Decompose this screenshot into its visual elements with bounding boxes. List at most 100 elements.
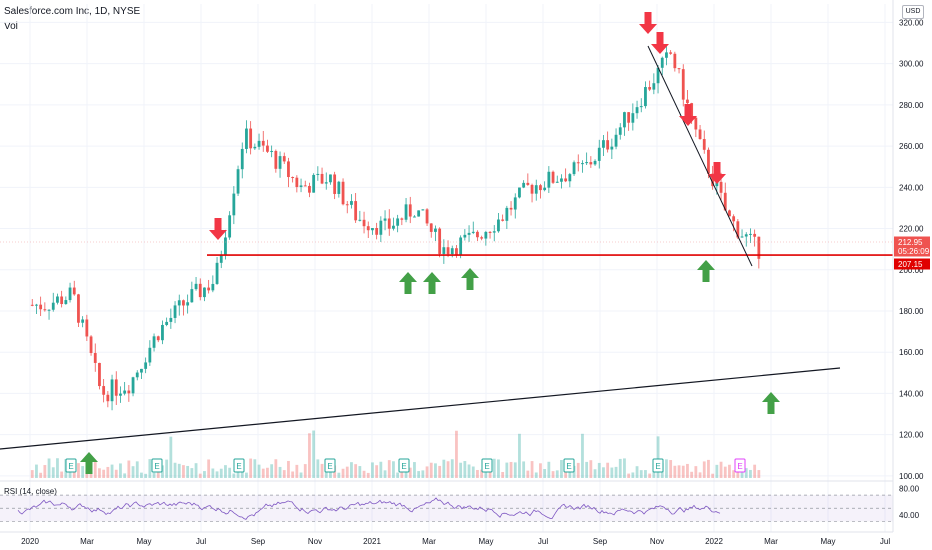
candle-body	[740, 236, 744, 238]
volume-bar	[623, 458, 626, 478]
volume-bar	[526, 470, 530, 478]
candle-body	[560, 178, 563, 182]
time-tick-label: Sep	[251, 537, 266, 546]
volume-bar	[47, 458, 51, 478]
volume-bar	[501, 472, 505, 478]
volume-bar	[274, 459, 278, 478]
volume-bar	[749, 469, 752, 478]
volume-bar	[602, 467, 605, 478]
candle-body	[140, 368, 143, 373]
volume-bar	[156, 469, 160, 478]
candle-body	[47, 309, 51, 311]
candle-body	[148, 347, 152, 363]
candle-body	[404, 204, 408, 220]
volume-bar	[56, 458, 59, 478]
price-tick-label: 300.00	[899, 60, 924, 69]
volume-bar	[257, 464, 261, 478]
price-tick-label: 220.00	[899, 225, 924, 234]
candle-body	[509, 207, 513, 210]
down-arrow-icon	[639, 12, 657, 34]
price-tag-label: 05:26:09	[898, 247, 930, 256]
volume-bar	[190, 468, 194, 478]
price-tag-label: 212.95	[898, 238, 923, 247]
volume-bar	[110, 464, 114, 478]
earnings-marker-label: E	[327, 462, 332, 471]
volume-bar	[690, 471, 694, 478]
volume-bar	[585, 461, 589, 478]
volume-bar	[509, 461, 513, 478]
volume-bar	[371, 462, 374, 478]
candle-body	[501, 219, 505, 221]
candle-body	[644, 87, 647, 107]
candle-body	[295, 177, 299, 188]
volume-bar	[593, 469, 597, 478]
time-axis: 2020 Mar May Jul Sep Nov 2021 Mar May Jul Sep Nov 20…	[0, 531, 893, 546]
candle-body	[228, 215, 232, 238]
price-tick-label: 240.00	[899, 183, 924, 192]
candle-body	[530, 184, 534, 194]
candle-body	[673, 53, 677, 69]
candle-body	[236, 169, 240, 194]
candle-body	[93, 353, 97, 363]
rsi-title: RSI (14, close)	[4, 487, 57, 496]
candle-body	[732, 216, 736, 222]
candle-body	[291, 177, 295, 179]
volume-bar	[362, 470, 366, 478]
price-tick-label: 200.00	[899, 266, 924, 275]
volume-bar	[648, 473, 652, 478]
volume-bar	[350, 462, 353, 478]
candle-body	[308, 185, 311, 193]
candle-body	[207, 287, 211, 291]
earnings-marker-label: E	[655, 462, 660, 471]
volume-bar	[450, 459, 454, 478]
candle-body	[534, 185, 538, 194]
candle-body	[257, 140, 261, 147]
volume-bar	[656, 436, 660, 478]
candle-body	[421, 209, 425, 211]
candle-body	[417, 210, 421, 217]
candle-body	[707, 149, 710, 174]
price-tick-label: 280.00	[899, 101, 924, 110]
volume-bar	[194, 463, 198, 478]
volume-bar	[614, 466, 618, 478]
candle-body	[555, 181, 559, 183]
candle-body	[110, 379, 114, 402]
candle-body	[266, 145, 269, 152]
candle-body	[186, 302, 190, 306]
volume-bar	[165, 459, 169, 478]
candle-body	[316, 173, 320, 175]
candle-body	[194, 283, 198, 290]
candle-body	[114, 379, 118, 396]
volume-bar	[471, 466, 475, 478]
candle-body	[60, 296, 64, 305]
volume-bar	[387, 460, 391, 478]
volume-bar	[635, 466, 639, 478]
candle-body	[341, 181, 345, 205]
volume-bar	[152, 472, 156, 478]
currency-button[interactable]: USD	[902, 5, 924, 19]
volume-bar	[446, 461, 450, 478]
volume-bar	[723, 466, 727, 478]
volume-bar	[434, 463, 437, 478]
volume-bar	[413, 462, 416, 478]
candle-body	[299, 185, 303, 188]
volume-bar	[51, 467, 55, 478]
price-tick-label: 160.00	[899, 348, 924, 357]
candle-body	[165, 321, 169, 325]
volume-bar	[232, 473, 236, 478]
volume-bar	[429, 462, 433, 478]
candle-body	[660, 57, 664, 68]
candle-body	[665, 52, 668, 58]
volume-bar	[665, 459, 668, 478]
volume-bar	[686, 463, 689, 478]
time-tick-label: Nov	[308, 537, 322, 546]
candle-body	[677, 68, 681, 70]
volume-bar	[30, 470, 34, 478]
price-tag	[894, 236, 930, 248]
candle-body	[35, 304, 38, 306]
down-arrow-icon	[651, 32, 669, 54]
volume-bar	[480, 469, 484, 478]
candle-body	[648, 87, 652, 90]
